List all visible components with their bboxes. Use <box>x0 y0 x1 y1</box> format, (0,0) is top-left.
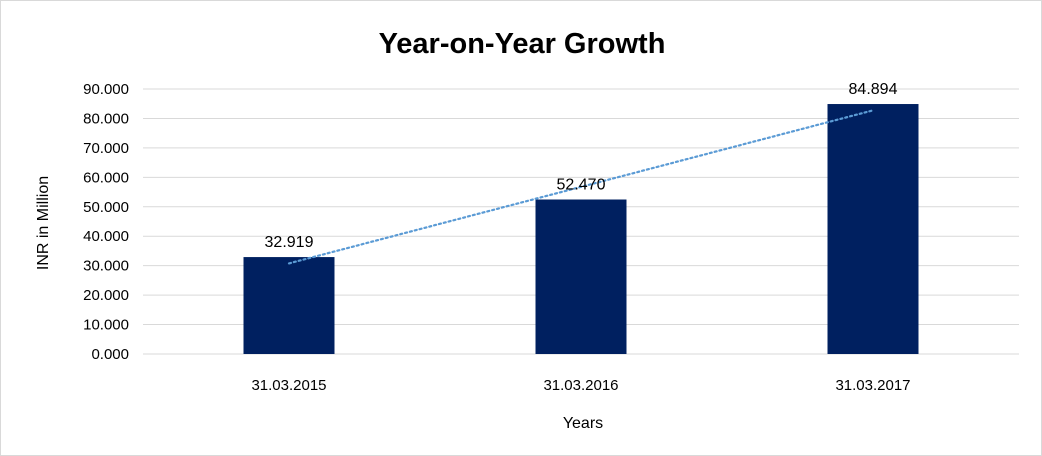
y-tick-label: 80.000 <box>83 110 129 127</box>
data-label: 84.894 <box>849 81 898 98</box>
y-tick-label: 30.000 <box>83 258 129 275</box>
y-tick-label: 50.000 <box>83 199 129 216</box>
bar <box>827 104 919 354</box>
y-axis-title: INR in Million <box>35 176 52 270</box>
y-tick-label: 60.000 <box>83 169 129 186</box>
y-tick-label: 70.000 <box>83 140 129 157</box>
y-tick-label: 20.000 <box>83 287 129 304</box>
x-tick-label: 31.03.2017 <box>835 377 910 394</box>
y-tick-label: 90.000 <box>83 81 129 98</box>
trendline <box>287 109 875 265</box>
y-axis-ticks: 0.000 10.000 20.000 30.000 40.000 50.000 60.00… <box>83 81 129 363</box>
data-label: 52.470 <box>557 177 606 194</box>
x-axis-title: Years <box>563 415 603 432</box>
bars <box>243 104 919 354</box>
y-tick-label: 0.000 <box>91 346 129 363</box>
trendline-line <box>287 109 875 265</box>
y-tick-label: 40.000 <box>83 228 129 245</box>
data-label: 32.919 <box>265 234 314 251</box>
chart-title: Year-on-Year Growth <box>379 28 666 60</box>
data-labels: 32.919 52.470 84.894 <box>265 81 898 251</box>
bar <box>535 199 627 354</box>
x-axis-ticks: 31.03.2015 31.03.2016 31.03.2017 <box>251 377 910 394</box>
x-tick-label: 31.03.2015 <box>251 377 326 394</box>
x-tick-label: 31.03.2016 <box>543 377 618 394</box>
bar <box>243 257 335 354</box>
y-tick-label: 10.000 <box>83 317 129 334</box>
